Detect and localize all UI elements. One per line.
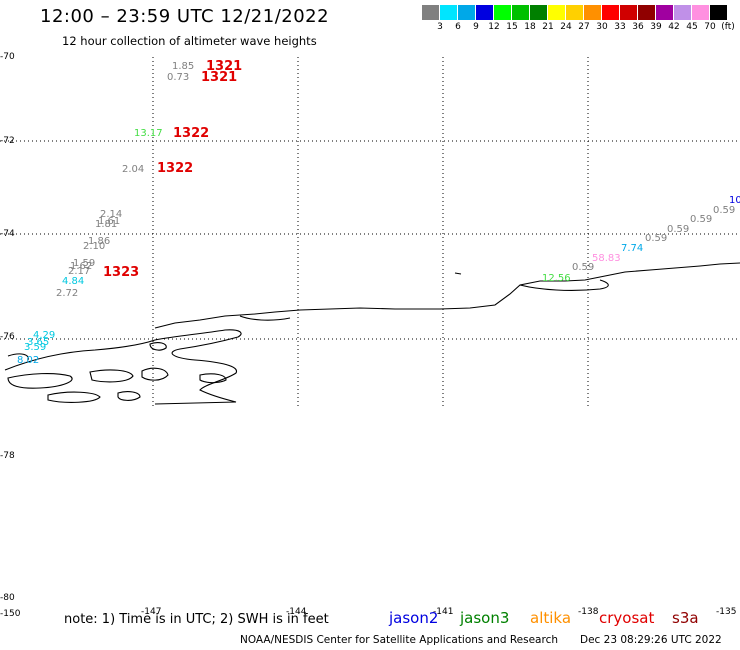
legend-swatch (710, 5, 728, 20)
lon-label: -138 (578, 607, 599, 617)
legend-label: 33 (614, 22, 626, 32)
legend-swatch (602, 5, 620, 20)
legend-swatch (440, 5, 458, 20)
legend-swatch (584, 5, 602, 20)
track-time-label: 1321 (201, 70, 238, 85)
wave-height-label: 4.84 (62, 276, 85, 287)
lat-label: -78 (0, 451, 15, 461)
wave-height-label: 1.86 (88, 236, 111, 247)
track-time-label: 1322 (157, 161, 194, 176)
legend-label: 3 (437, 22, 443, 32)
wave-height-label: 1.59 (73, 258, 96, 269)
legend-label: 18 (524, 22, 536, 32)
legend-swatch (566, 5, 584, 20)
legend-swatch (512, 5, 530, 20)
wave-height-label: 1.81 (95, 219, 118, 230)
satellite-label-jason3: jason3 (460, 609, 510, 627)
legend-swatch (530, 5, 548, 20)
footnote: note: 1) Time is in UTC; 2) SWH is in fe… (64, 612, 329, 627)
lat-label: -80 (0, 593, 15, 603)
wave-height-label: 0.59 (572, 262, 595, 273)
legend-swatch (494, 5, 512, 20)
track-time-label: 1322 (173, 126, 210, 141)
lon-label: -147 (141, 607, 162, 617)
legend-swatch (692, 5, 710, 20)
wave-height-label: 3.65 (27, 337, 50, 348)
legend-label: 24 (560, 22, 572, 32)
legend-swatch (422, 5, 440, 20)
legend-label: 30 (596, 22, 608, 32)
generation-timestamp: Dec 23 08:29:26 UTC 2022 (580, 634, 722, 646)
credit-line: NOAA/NESDIS Center for Satellite Applica… (240, 634, 558, 646)
legend-label: 21 (542, 22, 554, 32)
wave-height-label: 1.85 (172, 61, 195, 72)
legend-label: 6 (455, 22, 461, 32)
legend-swatch (638, 5, 656, 20)
wave-height-label: 2.72 (56, 288, 79, 299)
wave-height-label: 0.73 (167, 72, 190, 83)
satellite-label-cryosat: cryosat (599, 609, 655, 627)
wave-height-label: 8.02 (17, 355, 40, 366)
legend-swatch (674, 5, 692, 20)
wave-height-label: 0.59 (713, 205, 736, 216)
wave-height-label: 13.17 (134, 128, 163, 139)
map-subtitle: 12 hour collection of altimeter wave hei… (62, 34, 317, 48)
legend-label: 27 (578, 22, 590, 32)
wave-height-label: 58.83 (592, 253, 621, 264)
lat-label: -76 (0, 332, 15, 342)
legend-label: (ft) (721, 22, 735, 32)
wave-height-label: 7.74 (621, 243, 644, 254)
track-time-label: 1321 (206, 59, 243, 74)
legend-swatch (656, 5, 674, 20)
wave-height-label: 1.61 (98, 216, 121, 227)
wave-height-label: 3.59 (24, 342, 47, 353)
legend-swatch (620, 5, 638, 20)
lat-label: -72 (0, 136, 15, 146)
wave-height-label: 4.29 (33, 330, 56, 341)
legend-label: 45 (686, 22, 698, 32)
wave-height-label: 0.59 (667, 224, 690, 235)
wave-height-label: 2.10 (83, 241, 106, 252)
lat-label: -70 (0, 52, 15, 62)
coastline (4, 262, 740, 405)
wave-height-label: 2.14 (100, 209, 123, 220)
wave-height-label: 2.17 (68, 266, 91, 277)
lon-label: -141 (433, 607, 454, 617)
satellite-label-s3a: s3a (672, 609, 699, 627)
lon-label: -135 (716, 607, 737, 617)
legend-label: 42 (668, 22, 680, 32)
satellite-label-jason2: jason2 (389, 609, 439, 627)
lon-label: -144 (286, 607, 307, 617)
legend-label: 70 (704, 22, 716, 32)
satellite-label-altika: altika (530, 609, 572, 627)
legend-label: 9 (473, 22, 479, 32)
lon-label: -150 (0, 609, 21, 619)
lat-label: -74 (0, 229, 15, 239)
wave-height-label: 12.56 (542, 273, 571, 284)
map-title: 12:00 – 23:59 UTC 12/21/2022 (40, 6, 330, 27)
legend-swatch (476, 5, 494, 20)
wave-height-label: 0.59 (645, 233, 668, 244)
legend-label: 36 (632, 22, 644, 32)
legend-swatch (458, 5, 476, 20)
legend-swatch (548, 5, 566, 20)
track-time-label: 1323 (103, 265, 140, 280)
wave-height-label: 1.62 (70, 261, 93, 272)
grid-lines (0, 57, 740, 407)
legend-label: 15 (506, 22, 518, 32)
wave-height-label: 10 (729, 195, 740, 206)
legend-label: 12 (488, 22, 500, 32)
wave-height-label: 2.04 (122, 164, 145, 175)
wave-height-label: 0.59 (690, 214, 713, 225)
legend-label: 39 (650, 22, 662, 32)
